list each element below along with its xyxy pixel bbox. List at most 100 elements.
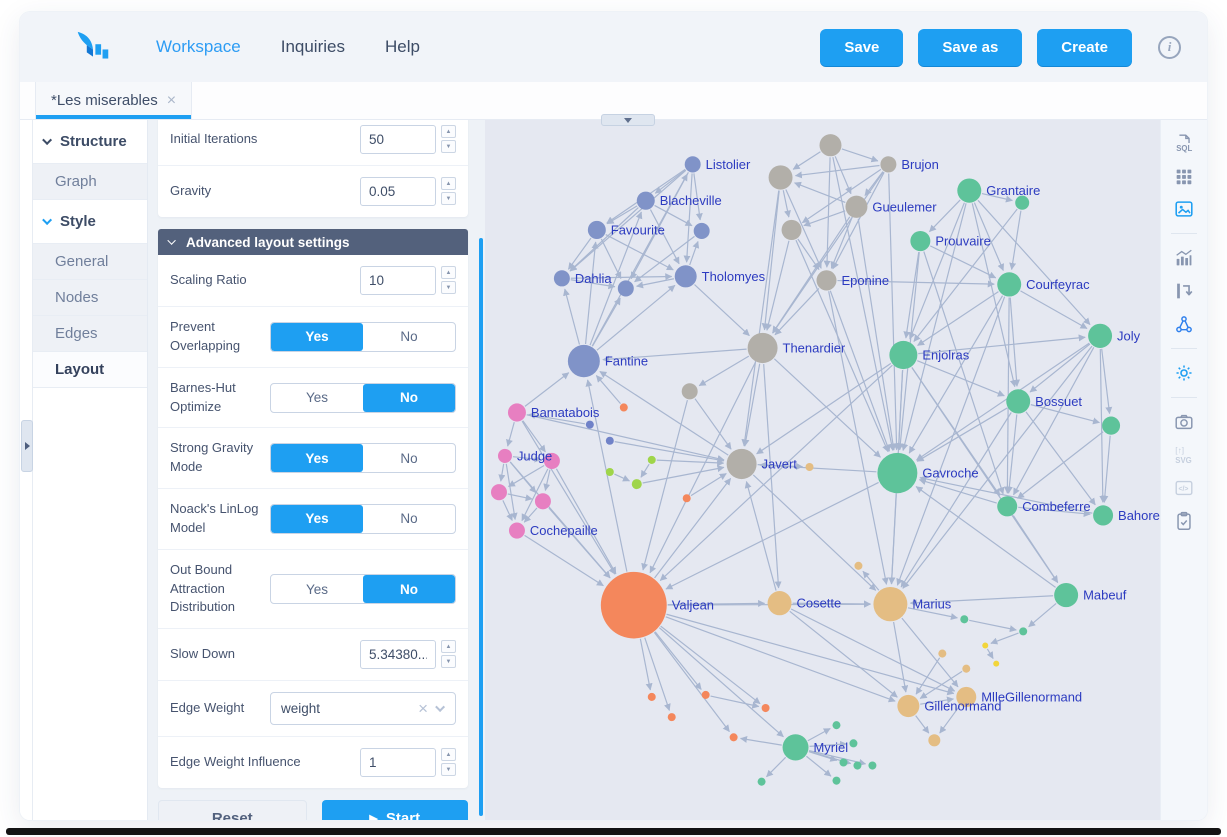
graph-node-u19[interactable]: [805, 462, 814, 472]
advanced-settings-header[interactable]: Advanced layout settings: [158, 229, 468, 255]
spinner-up-icon[interactable]: ▲: [441, 177, 456, 190]
graph-node-mllegillenormand[interactable]: [956, 686, 977, 708]
graph-node-u39[interactable]: [667, 713, 676, 722]
slow-down-input[interactable]: [360, 640, 436, 670]
barnes-hut-optimize-yes-option[interactable]: Yes: [305, 390, 329, 406]
chart-stats-icon[interactable]: [1173, 247, 1195, 269]
graph-node-fantine[interactable]: [567, 344, 600, 378]
graph-node-favourite[interactable]: [587, 220, 606, 240]
out-bound-attraction-distribution-no-option[interactable]: No: [363, 575, 455, 604]
settings-gear-icon[interactable]: [1173, 362, 1195, 384]
graph-node-grantaire[interactable]: [957, 178, 982, 203]
graph-node-u33[interactable]: [832, 776, 841, 785]
graph-node-dahlia[interactable]: [553, 270, 570, 287]
graph-node-bahore[interactable]: [1093, 505, 1114, 526]
graph-node-u3[interactable]: [781, 219, 802, 241]
edge-weight-select[interactable]: weight ×: [270, 692, 456, 726]
graph-node-combeferre[interactable]: [997, 496, 1018, 517]
graph-node-blacheville[interactable]: [636, 191, 655, 210]
camera-icon[interactable]: [1173, 411, 1195, 433]
spinner-down-icon[interactable]: ▼: [441, 281, 456, 294]
clear-icon[interactable]: ×: [418, 699, 428, 719]
sidebar-item-structure[interactable]: Structure: [33, 120, 147, 164]
graph-node-marius[interactable]: [873, 587, 908, 622]
prevent-overlapping-yes-option[interactable]: Yes: [271, 322, 363, 351]
graph-node-u29[interactable]: [849, 739, 858, 748]
graph-node-gillenormand[interactable]: [897, 694, 920, 718]
graph-node-javert[interactable]: [726, 448, 757, 480]
graph-network-icon[interactable]: [1173, 313, 1195, 335]
graph-node-cochepaille[interactable]: [508, 522, 525, 539]
graph-node-bamatabois[interactable]: [507, 403, 526, 422]
graph-node-u4[interactable]: [693, 222, 710, 240]
graph-node-u9[interactable]: [543, 452, 560, 469]
graph-node-u25[interactable]: [938, 649, 947, 658]
graph-node-u1[interactable]: [819, 134, 842, 157]
spinner-down-icon[interactable]: ▼: [441, 655, 456, 669]
graph-node-u34[interactable]: [757, 777, 766, 786]
graph-node-u5[interactable]: [617, 280, 634, 297]
sidebar-collapse-handle[interactable]: [21, 420, 33, 472]
graph-node-u35[interactable]: [701, 690, 710, 699]
spinner-down-icon[interactable]: ▼: [441, 140, 456, 153]
tab-les-miserables[interactable]: *Les miserables ×: [35, 82, 193, 119]
nav-item-inquiries[interactable]: Inquiries: [280, 37, 345, 56]
info-icon[interactable]: i: [1158, 35, 1181, 59]
gravity-input[interactable]: [360, 177, 436, 206]
graph-node-u6[interactable]: [681, 383, 698, 400]
out-bound-attraction-distribution-yes-option[interactable]: Yes: [305, 581, 329, 597]
graph-node-myriel[interactable]: [782, 734, 809, 761]
graph-node-listolier[interactable]: [684, 156, 701, 173]
graph-node-joly[interactable]: [1088, 323, 1113, 348]
graph-node-thenardier[interactable]: [747, 332, 778, 364]
graph-node-u17[interactable]: [631, 479, 642, 490]
graph-node-u23[interactable]: [982, 642, 989, 649]
strong-gravity-mode-no-option[interactable]: No: [400, 450, 418, 466]
image-export-icon[interactable]: [1173, 198, 1195, 220]
panel-splitter[interactable]: [478, 120, 485, 820]
app-logo-icon[interactable]: [72, 28, 114, 66]
graph-node-prouvaire[interactable]: [910, 230, 931, 252]
graph-node-u14[interactable]: [619, 403, 628, 412]
graph-node-u27[interactable]: [928, 734, 941, 747]
graph-node-u30[interactable]: [839, 758, 848, 767]
save-button[interactable]: Save: [820, 28, 904, 66]
graph-node-enjolras[interactable]: [889, 340, 918, 370]
graph-node-u16[interactable]: [647, 455, 656, 464]
graph-node-u24[interactable]: [993, 660, 1000, 667]
prevent-overlapping-no-option[interactable]: No: [400, 329, 418, 345]
graph-node-u10[interactable]: [490, 484, 507, 501]
graph-node-gueulemer[interactable]: [845, 195, 868, 218]
graph-node-u38[interactable]: [647, 692, 656, 701]
edge-weight-influence-input[interactable]: [360, 748, 436, 778]
scaling-ratio-input[interactable]: [360, 266, 436, 295]
spinner-up-icon[interactable]: ▲: [441, 640, 456, 654]
noack-s-linlog-model-no-option[interactable]: No: [400, 511, 418, 527]
initial-iterations-input[interactable]: [360, 125, 436, 154]
graph-node-mabeuf[interactable]: [1054, 582, 1079, 608]
graph-node-u32[interactable]: [868, 761, 877, 770]
network-graph[interactable]: Listolier Brujon Blacheville Grantaire Gueul…: [485, 120, 1160, 820]
graph-node-u11[interactable]: [534, 493, 551, 510]
start-button[interactable]: ▶ Start: [321, 800, 468, 820]
clipboard-check-icon[interactable]: [1173, 510, 1195, 532]
noack-s-linlog-model-yes-option[interactable]: Yes: [271, 504, 363, 533]
graph-node-gavroche[interactable]: [877, 452, 918, 494]
code-embed-icon[interactable]: </>: [1173, 477, 1195, 499]
spinner-down-icon[interactable]: ▼: [441, 192, 456, 205]
graph-node-courfeyrac[interactable]: [997, 272, 1022, 297]
graph-node-tholomyes[interactable]: [674, 265, 697, 288]
graph-node-judge[interactable]: [497, 448, 512, 463]
sql-file-icon[interactable]: SQL: [1173, 132, 1195, 154]
spinner-up-icon[interactable]: ▲: [441, 266, 456, 279]
graph-node-u28[interactable]: [832, 721, 841, 730]
graph-node-u20[interactable]: [854, 561, 863, 570]
graph-node-u7[interactable]: [1015, 195, 1030, 210]
graph-node-u15[interactable]: [605, 467, 614, 477]
spinner-down-icon[interactable]: ▼: [441, 763, 456, 777]
nav-item-help[interactable]: Help: [384, 37, 420, 56]
tab-close-icon[interactable]: ×: [166, 91, 177, 109]
graph-node-u26[interactable]: [962, 664, 971, 673]
spinner-up-icon[interactable]: ▲: [441, 125, 456, 138]
graph-node-u31[interactable]: [853, 761, 862, 770]
